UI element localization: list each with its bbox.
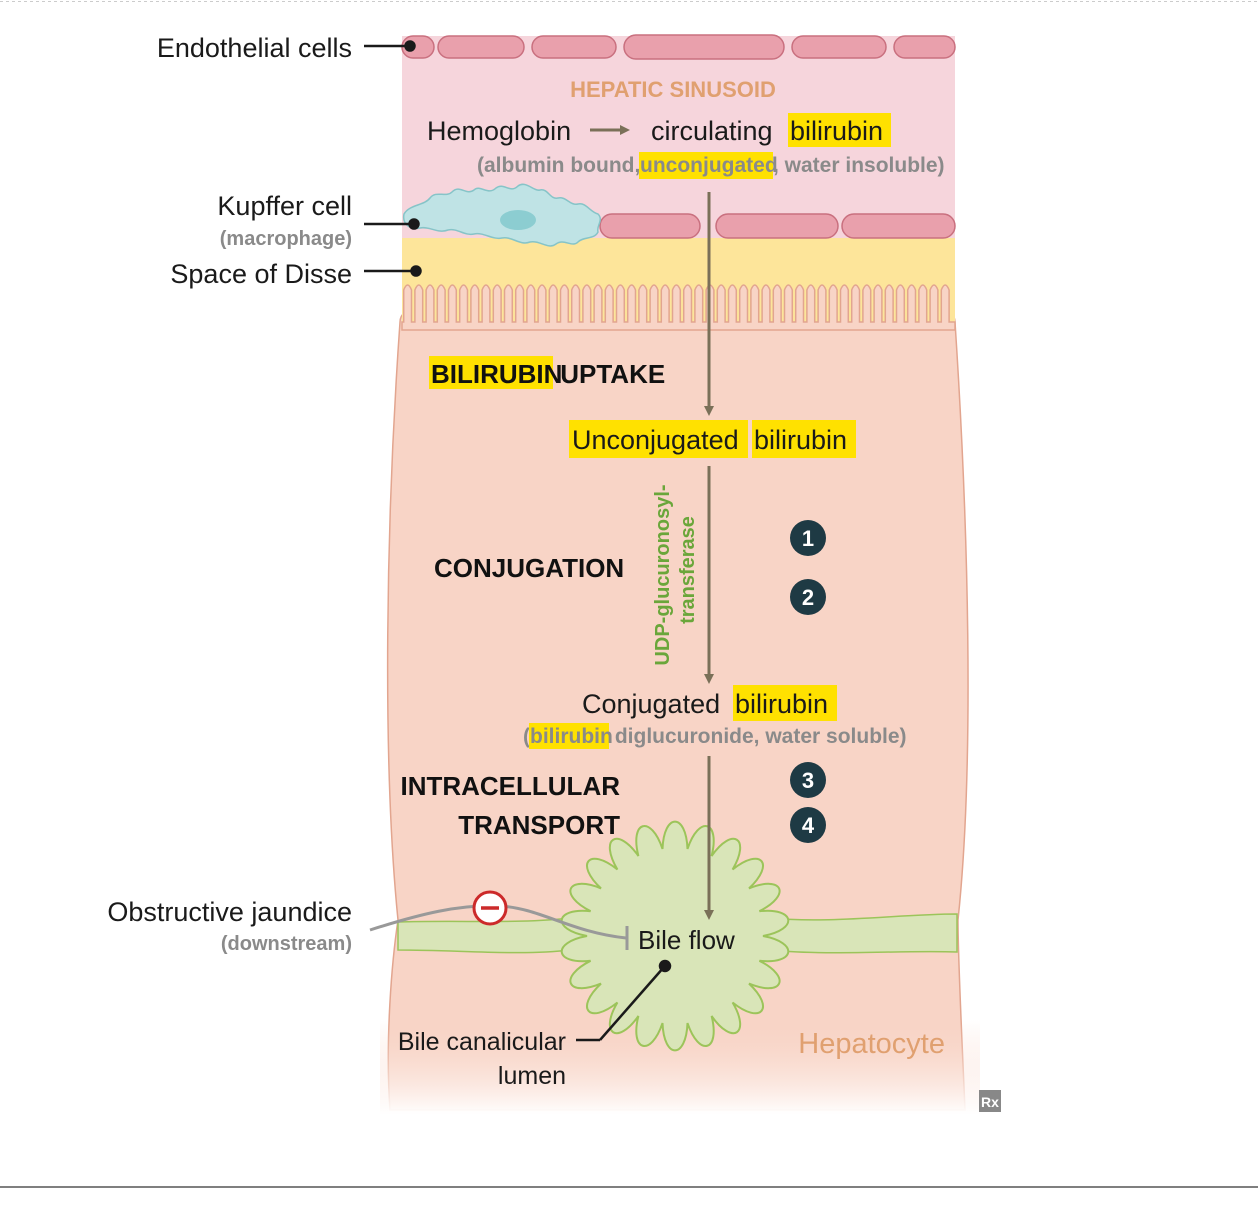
conjugated-bilirubin-word: bilirubin <box>735 689 828 719</box>
sinusoid-subtext: (albumin bound, <box>477 154 640 177</box>
endothelial-cell <box>791 35 887 59</box>
sinusoid-title: HEPATIC SINUSOID <box>570 77 776 102</box>
svg-text:3: 3 <box>802 768 814 793</box>
endothelial-label: Endothelial cells <box>157 33 352 63</box>
obstructive-sublabel: (downstream) <box>221 933 352 955</box>
highlight-conjugated-bilirubin <box>733 685 837 721</box>
canalicular-label-1: Bile canalicular <box>398 1028 566 1056</box>
disse-label: Space of Disse <box>170 259 352 289</box>
highlight-unconjugated <box>639 152 773 179</box>
kupffer-label: Kupffer cell <box>217 191 352 221</box>
uptake-title-highlight: BILIRUBIN <box>431 359 562 389</box>
hepatocyte-label: Hepatocyte <box>798 1028 945 1060</box>
svg-text:1: 1 <box>802 526 814 551</box>
endothelial-cell <box>531 35 617 59</box>
endothelial-top-row <box>401 34 956 60</box>
inhibit-icon <box>472 890 508 926</box>
circulating-bilirubin: bilirubin <box>790 116 883 146</box>
obstructive-label: Obstructive jaundice <box>107 897 352 927</box>
step-marker-2: 2 <box>790 579 826 615</box>
endothelial-cell <box>715 213 839 239</box>
highlight-unconjugated-bilirubin <box>752 420 856 458</box>
conj-sub-bilirubin: bilirubin <box>530 725 613 748</box>
conj-sub-rest: diglucuronide, water soluble) <box>609 725 907 748</box>
kupffer-cell <box>402 183 601 247</box>
step-marker-4: 4 <box>790 807 826 843</box>
svg-text:4: 4 <box>802 813 815 838</box>
endothelial-cell <box>599 213 701 239</box>
circulating-label: circulating <box>651 116 773 146</box>
unconjugated-word: Unconjugated <box>572 425 739 455</box>
conjugation-title: CONJUGATION <box>434 553 624 583</box>
highlight-uptake <box>429 356 553 389</box>
sinusoid-sub-open: (albumin bound, <box>477 154 640 177</box>
endothelial-cell <box>437 35 525 59</box>
transport-title-2: TRANSPORT <box>458 810 620 840</box>
uptake-title-rest: UPTAKE <box>553 359 665 389</box>
leader-lines <box>364 40 672 1042</box>
transport-title-1: INTRACELLULAR <box>400 771 620 801</box>
conjugated-word: Conjugated <box>582 689 720 719</box>
highlight-unconjugated-word <box>569 420 748 458</box>
kupffer-sublabel: (macrophage) <box>220 228 352 250</box>
sinusoid-sub-close: , water insoluble) <box>773 154 945 177</box>
enzyme-line2: transferase <box>677 516 699 624</box>
svg-text:2: 2 <box>802 585 814 610</box>
bile-flow-label: Bile flow <box>638 925 735 955</box>
endothelial-bottom-row <box>599 213 956 239</box>
sinusoid-sub-unconjugated: unconjugated <box>640 154 778 177</box>
endothelial-cell <box>893 35 956 59</box>
highlight-diglucuronide-bilirubin <box>529 723 609 749</box>
enzyme-line1: UDP-glucuronosyl- <box>652 484 674 665</box>
canalicular-label-2: lumen <box>498 1062 566 1090</box>
step-marker-3: 3 <box>790 762 826 798</box>
bile-canalicular-lumen <box>560 820 790 1052</box>
endothelial-cell <box>623 34 785 60</box>
kupffer-cell-body <box>402 183 601 247</box>
svg-text:Rx: Rx <box>981 1094 999 1110</box>
unconjugated-bilirubin-word: bilirubin <box>754 425 847 455</box>
conj-sub-open: ( <box>523 725 530 748</box>
hepatocyte-microvilli <box>401 284 956 331</box>
kupffer-nucleus <box>500 210 536 230</box>
endothelial-cell <box>841 213 956 239</box>
step-marker-1: 1 <box>790 520 826 556</box>
highlight-circulating-bilirubin <box>788 113 891 147</box>
hemoglobin-label: Hemoglobin <box>427 116 571 146</box>
rx-logo: Rx <box>979 1090 1001 1112</box>
